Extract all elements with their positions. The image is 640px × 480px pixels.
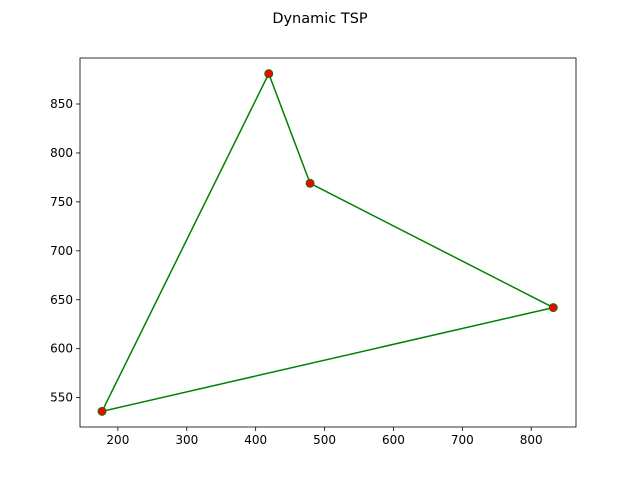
plot-frame (79, 57, 577, 428)
y-tick-label: 650 (50, 293, 73, 307)
data-point (548, 303, 558, 313)
x-tick-label: 700 (451, 433, 474, 447)
y-tick-label: 700 (50, 244, 73, 258)
data-point (264, 69, 274, 79)
x-tick-label: 500 (313, 433, 336, 447)
y-tick-label: 750 (50, 195, 73, 209)
y-tick-label: 850 (50, 97, 73, 111)
x-tick-label: 800 (520, 433, 543, 447)
x-tick-label: 200 (106, 433, 129, 447)
x-tick-label: 400 (244, 433, 267, 447)
x-tick-label: 600 (382, 433, 405, 447)
y-tick-label: 550 (50, 391, 73, 405)
y-tick-label: 800 (50, 146, 73, 160)
plot-area: 200 300 400 500 600 700 800 550 600 650 700 750 800 8… (50, 57, 577, 447)
data-point (305, 178, 315, 188)
x-tick-label: 300 (175, 433, 198, 447)
chart-title: Dynamic TSP (272, 11, 368, 27)
data-point (97, 406, 107, 416)
y-tick-label: 600 (50, 342, 73, 356)
